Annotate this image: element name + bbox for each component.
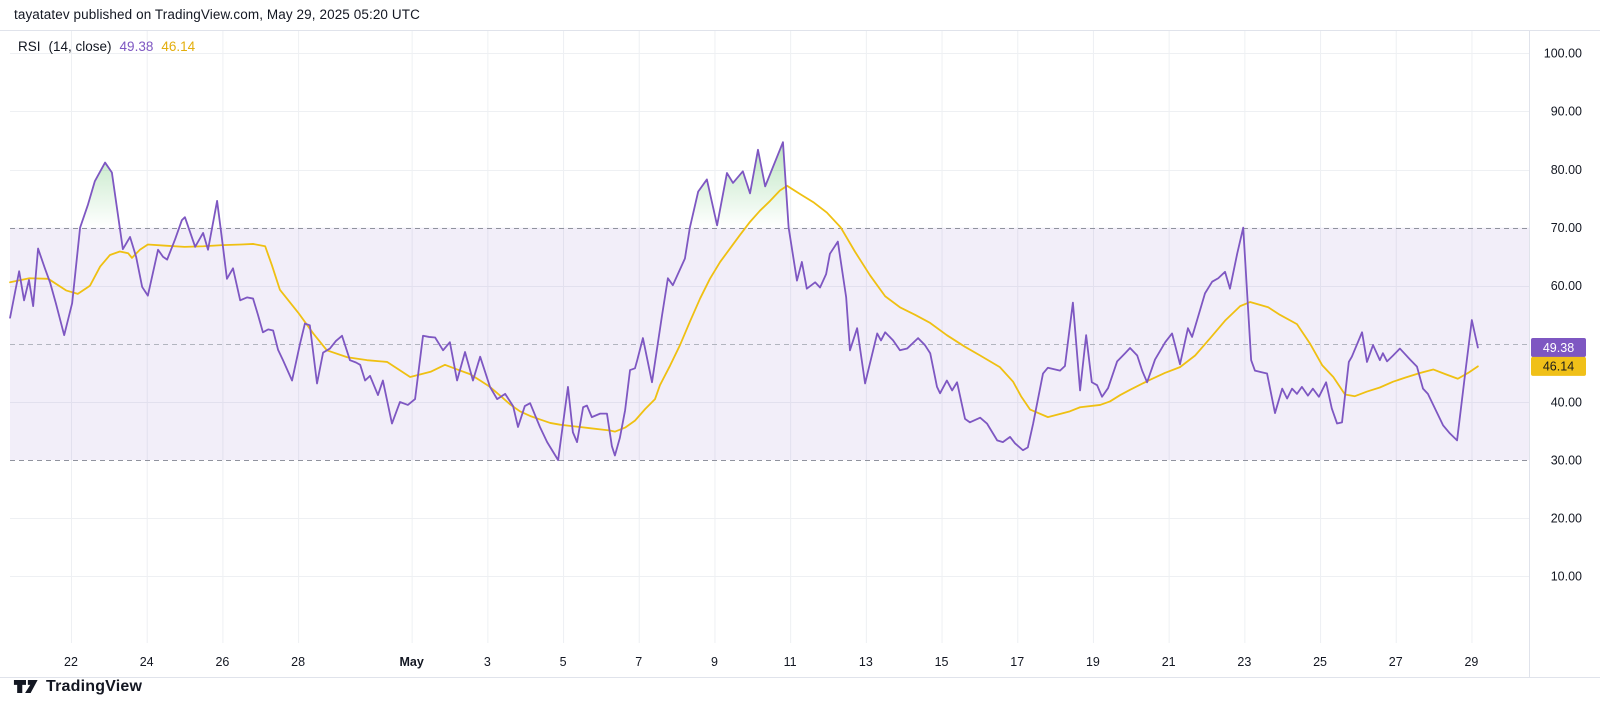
y-axis-label: 10.00	[1551, 570, 1582, 584]
svg-text:49.38: 49.38	[1543, 341, 1574, 355]
time-scale[interactable]: 22 24 26 28 May 3 5 7 9 11 13 15 17 19 21 23 25 27 29	[64, 655, 1478, 669]
tradingview-logo-text: TradingView	[46, 677, 143, 695]
x-axis-label: 7	[635, 655, 642, 669]
x-axis-label: 23	[1237, 655, 1251, 669]
y-axis-label: 60.00	[1551, 279, 1582, 293]
rsi-band	[10, 227, 1529, 461]
x-axis-label: 28	[291, 655, 305, 669]
indicator-params: (14, close)	[48, 39, 112, 54]
rsi-line	[9, 141, 1479, 462]
price-scale[interactable]: 100.00 90.00 80.00 70.00 60.00 40.00 30.00 20.0…	[1544, 47, 1582, 584]
x-axis-label: 26	[215, 655, 229, 669]
y-axis-label: 30.00	[1551, 453, 1582, 467]
y-axis-label: 80.00	[1551, 163, 1582, 177]
x-axis-label: 24	[140, 655, 154, 669]
x-axis-label: 5	[560, 655, 567, 669]
x-axis-label: 17	[1010, 655, 1024, 669]
x-axis-label: 13	[859, 655, 873, 669]
y-axis-label: 90.00	[1551, 105, 1582, 119]
y-axis-label: 20.00	[1551, 512, 1582, 526]
x-axis-label: 21	[1162, 655, 1176, 669]
svg-text:46.14: 46.14	[1543, 360, 1574, 374]
snapshot-title: tayatatev published on TradingView.com, …	[14, 7, 420, 22]
indicator-legend[interactable]: RSI (14, close) 49.38 46.14	[18, 39, 195, 54]
x-axis-label: 3	[484, 655, 491, 669]
ma-price-badge: 46.14	[1531, 356, 1586, 376]
rsi-legend-value: 49.38	[119, 39, 154, 54]
y-axis-label: 100.00	[1544, 47, 1582, 61]
x-axis-label: 25	[1313, 655, 1327, 669]
pane-borders	[0, 30, 1600, 678]
indicator-name: RSI	[18, 39, 41, 54]
ma-line	[9, 184, 1479, 433]
x-axis-label: May	[399, 655, 423, 669]
y-axis-label: 40.00	[1551, 395, 1582, 409]
rsi-price-badge: 49.38	[1531, 338, 1586, 357]
x-axis-label: 27	[1389, 655, 1403, 669]
y-grid	[10, 53, 1529, 577]
x-axis-label: 22	[64, 655, 78, 669]
y-axis-label: 70.00	[1551, 221, 1582, 235]
snapshot-header: tayatatev published on TradingView.com, …	[14, 7, 420, 22]
ma-legend-value: 46.14	[161, 39, 196, 54]
x-axis-label: 15	[935, 655, 949, 669]
x-axis-label: 29	[1464, 655, 1478, 669]
tradingview-logo[interactable]: TradingView	[13, 677, 142, 696]
overbought-fill	[10, 142, 1478, 228]
tradingview-logo-icon	[13, 680, 38, 693]
x-axis-label: 11	[784, 655, 797, 669]
x-axis-label: 19	[1086, 655, 1100, 669]
x-axis-label: 9	[711, 655, 718, 669]
